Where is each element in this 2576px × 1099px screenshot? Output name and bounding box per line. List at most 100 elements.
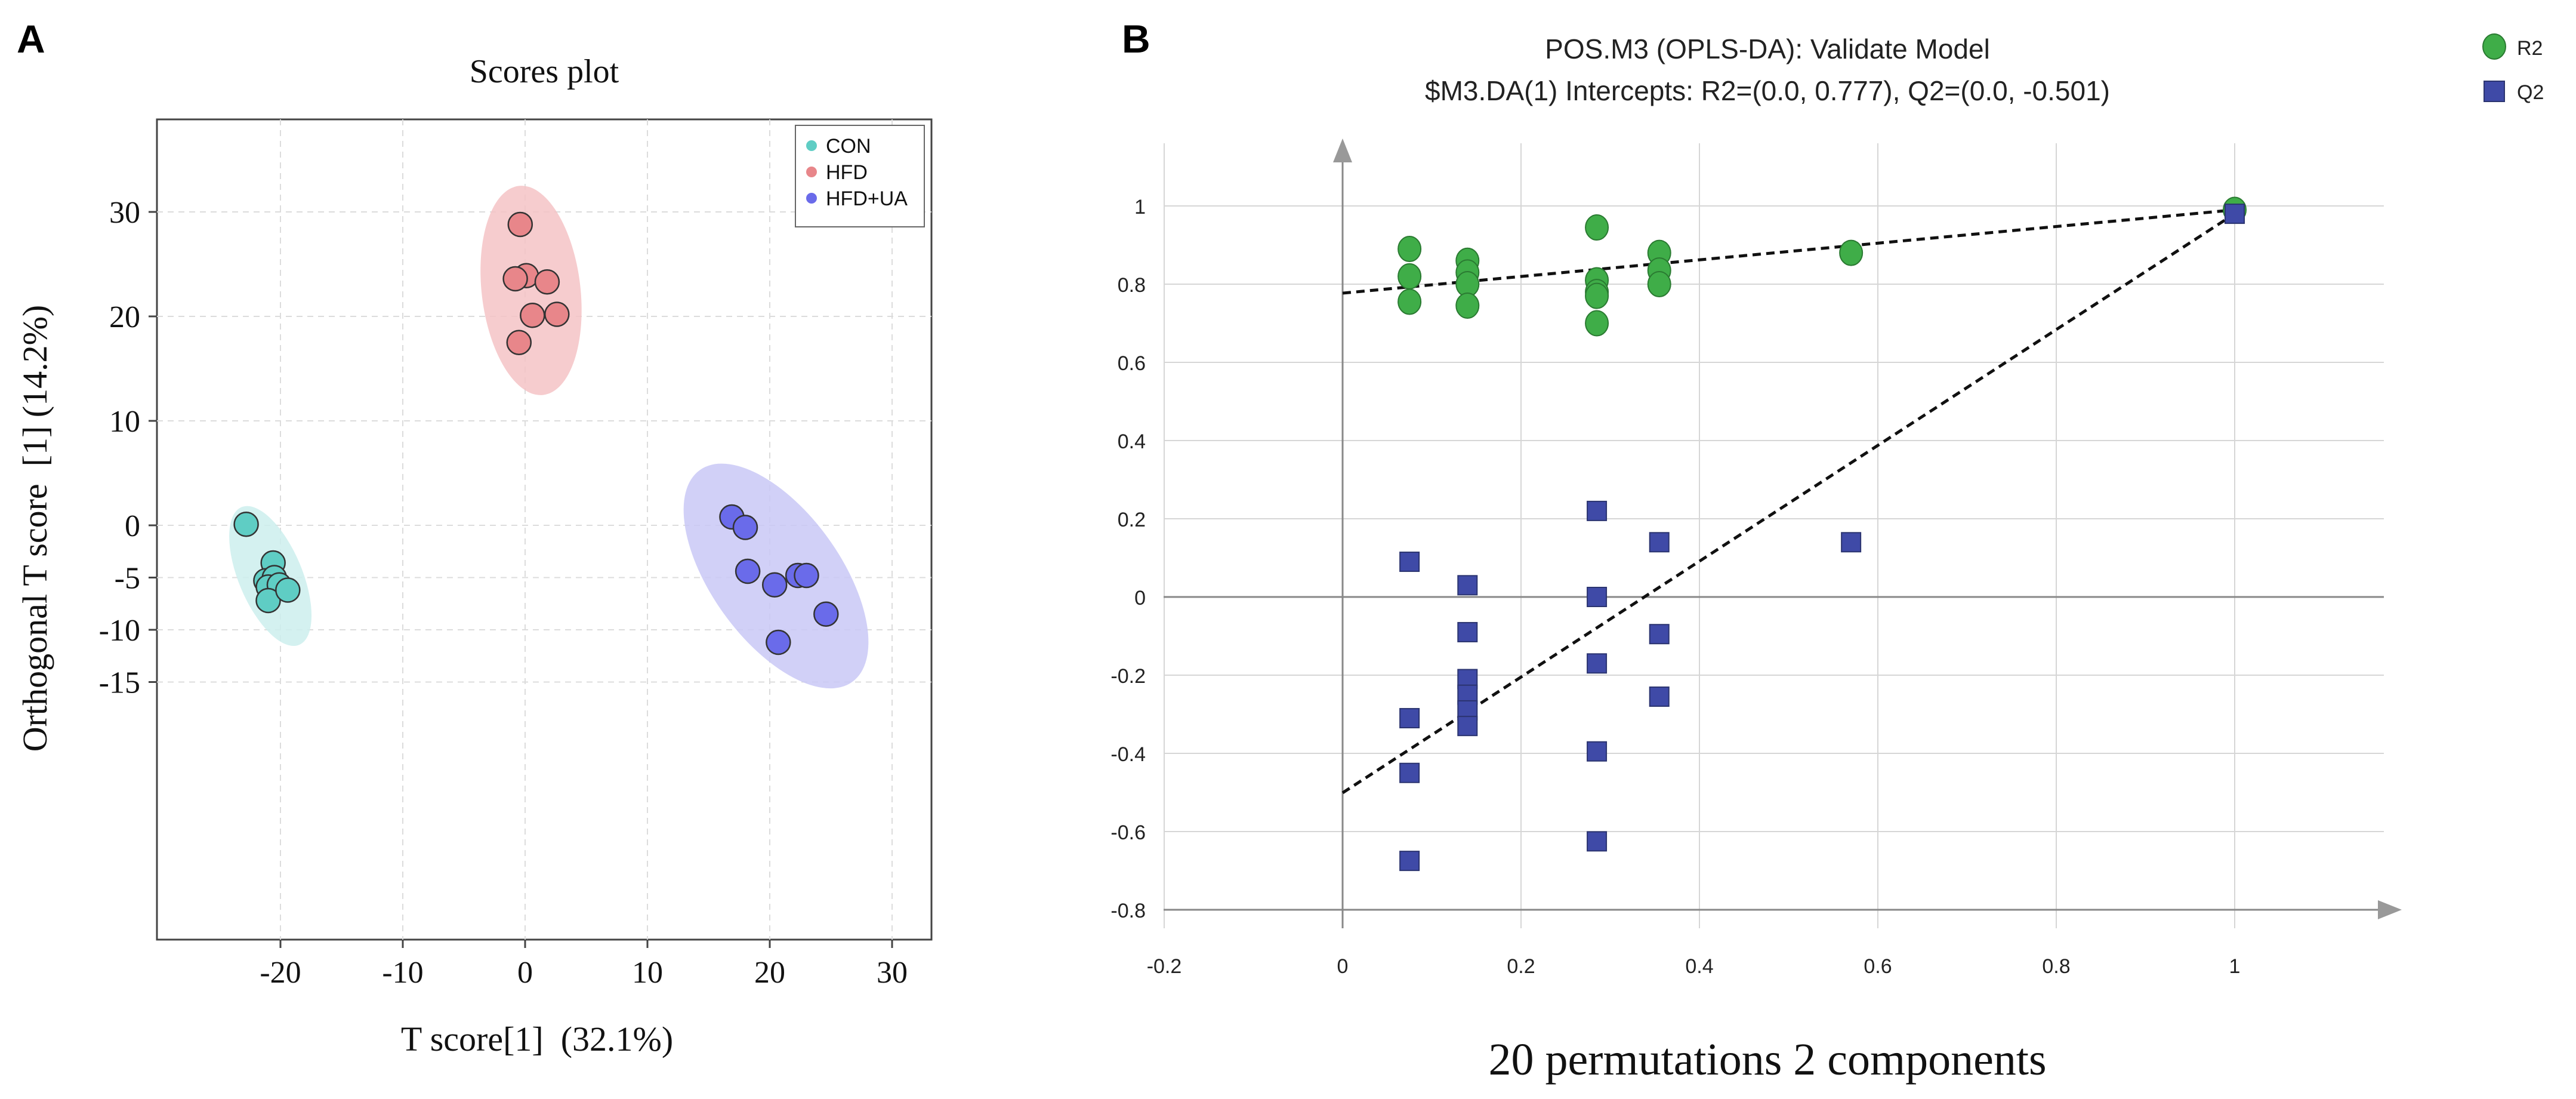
validate-x-axis-arrow [2378,900,2402,919]
q2-point-13 [1587,741,1608,762]
validate-ytick-label-6: -0.2 [1110,665,1146,688]
scores-ytick-label-5: -10 [99,614,140,648]
scores-plot-ticks: -20 -10 0 10 20 30 30 20 10 0 -5 -10 -15 [99,196,908,990]
scores-point-hfd-6 [506,330,532,355]
q2-point-19 [2225,204,2245,224]
scores-point-con-7 [275,577,301,603]
validate-ytick-label-1: 0.8 [1118,274,1146,297]
q2-point-2 [1399,762,1420,783]
q2-point-9 [1457,716,1478,737]
validate-xtick-label-2: 0.2 [1507,955,1535,978]
validate-model-title: POS.M3 (OPLS-DA): Validate Model [1545,33,1990,64]
scores-point-con-6 [255,587,281,614]
validate-ytick-label-2: 0.6 [1118,352,1146,375]
panel-b-label: B [1122,17,1150,61]
scores-xtick-label-4: 20 [754,956,785,990]
r2-point-15 [1839,239,1864,266]
scores-plot-legend-box [795,125,925,227]
validate-ytick-label-9: -0.8 [1110,900,1146,922]
validate-model-axes [1164,138,2402,928]
scores-ytick-label-3: 0 [125,509,140,543]
validate-xtick-label-4: 0.6 [1864,955,1892,978]
scores-legend-label-hfd: HFD [826,161,868,184]
scores-legend-label-con: CON [826,135,871,158]
scores-point-hfd-ua-3 [761,572,788,598]
scores-ytick-label-1: 20 [109,300,140,334]
legend-r2-marker [2482,33,2506,60]
legend-q2-marker [2484,81,2505,102]
validate-q2-fit [1341,213,2236,795]
scores-xtick-label-3: 10 [632,956,663,990]
scores-point-hfd-4 [520,303,545,328]
scores-point-hfd-ua-6 [813,601,839,627]
scores-point-hfd-0 [507,211,533,238]
scores-point-hfd-5 [544,301,570,327]
scores-plot-panel: -20 -10 0 10 20 30 30 20 10 0 -5 -10 -15 Scores plot… [16,53,933,1058]
scores-legend-marker-hfd-ua [806,193,817,204]
validate-xtick-label-5: 0.8 [2042,955,2070,978]
scores-ytick-label-2: 10 [109,405,140,439]
q2-point-17 [1649,687,1670,707]
validate-xtick-label-3: 0.4 [1685,955,1713,978]
validate-ytick-label-0: 1 [1134,196,1146,218]
r2-point-0 [1397,236,1422,263]
q2-point-18 [1841,532,1862,553]
scores-xtick-label-1: -10 [382,956,423,990]
validate-model-ticks: 1 0.8 0.6 0.4 0.2 0 -0.2 -0.4 -0.6 -0.8 -0.2 0 0.2 0.… [1110,196,2240,978]
scores-xtick-label-0: -20 [260,956,301,990]
r2-point-11 [1585,282,1609,309]
r2-point-7 [1585,214,1609,241]
scores-plot-xlabel: T score[1] (32.1%) [401,1020,673,1058]
validate-y-axis-arrow [1333,138,1352,162]
q2-point-1 [1399,708,1420,729]
validate-model-panel: 1 0.8 0.6 0.4 0.2 0 -0.2 -0.4 -0.6 -0.8 -0.2 0 0.2 0.… [1110,33,2544,1085]
q2-point-11 [1587,587,1608,607]
validate-xtick-label-0: -0.2 [1147,955,1182,978]
scores-point-con-0 [233,512,259,537]
q2-point-3 [1399,851,1420,872]
q2-point-0 [1399,552,1420,572]
r2-point-6 [1455,293,1480,319]
validate-model-xlabel: 20 permutations 2 components [1488,1035,2046,1085]
scores-legend-marker-con [806,140,817,151]
r2-point-10 [1585,310,1609,337]
validate-model-legend: R2 Q2 [2482,33,2544,104]
scores-plot-legend: CON HFD HFD+UA [795,125,925,227]
validate-model-points [1397,196,2247,872]
validate-xtick-label-1: 0 [1337,955,1349,978]
q2-point-15 [1649,532,1670,553]
scores-ytick-label-4: -5 [115,562,140,596]
scores-point-hfd-ua-7 [766,629,791,655]
legend-q2-label: Q2 [2517,81,2544,104]
scores-ytick-label-0: 30 [109,196,140,230]
validate-ytick-label-4: 0.2 [1118,509,1146,531]
r2-point-2 [1397,288,1422,315]
q2-point-16 [1649,624,1670,645]
scores-point-hfd-ua-1 [732,515,758,540]
validate-model-regression-lines [1341,208,2236,795]
legend-r2-label: R2 [2517,37,2543,60]
scores-point-hfd-ua-2 [735,558,761,584]
q2-point-12 [1587,653,1608,674]
scores-point-hfd-ua-5 [794,562,819,589]
scores-plot-points [233,211,839,655]
scores-legend-marker-hfd [806,167,817,177]
r2-point-1 [1397,263,1422,290]
scores-plot-ylabel: Orthogonal T score [1] (14.2%) [16,305,54,752]
scores-ellipse-hfd [480,186,582,395]
scores-plot-title: Scores plot [470,53,619,90]
panel-a-label: A [17,17,45,61]
validate-xtick-label-6: 1 [2229,955,2241,978]
q2-point-14 [1587,831,1608,852]
scores-point-hfd-2 [502,266,528,292]
q2-point-4 [1457,575,1478,596]
scores-legend-label-hfd-ua: HFD+UA [826,187,908,210]
scores-ytick-label-6: -15 [99,666,140,700]
validate-r2-fit [1342,208,2235,295]
scores-point-hfd-3 [534,269,560,295]
validate-ytick-label-8: -0.6 [1110,821,1146,844]
scores-xtick-label-2: 0 [517,956,533,990]
validate-ytick-label-5: 0 [1134,587,1146,609]
